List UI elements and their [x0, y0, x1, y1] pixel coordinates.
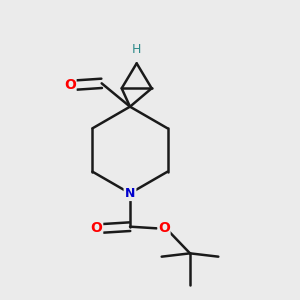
Text: O: O	[158, 221, 170, 235]
Text: O: O	[64, 78, 76, 92]
Text: N: N	[125, 187, 135, 200]
Text: O: O	[91, 221, 103, 235]
Text: H: H	[132, 43, 141, 56]
